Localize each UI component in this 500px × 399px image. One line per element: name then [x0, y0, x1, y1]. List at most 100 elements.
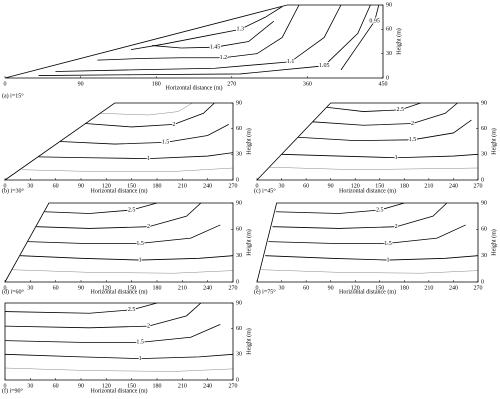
x-tick-label: 450: [379, 81, 388, 87]
x-tick-label: 180: [152, 81, 161, 87]
x-tick-label: 150: [375, 183, 384, 189]
x-tick-label: 0: [256, 285, 259, 291]
contour-line: [326, 103, 421, 112]
y-tick-label: 30: [236, 352, 242, 358]
x-tick-label: 120: [351, 183, 360, 189]
contour-line: [59, 124, 229, 145]
contour-label: 1.05: [319, 63, 330, 69]
x-tick-label: 240: [449, 285, 458, 291]
contour-line: [151, 20, 275, 49]
y-tick-label: 0: [236, 377, 239, 383]
contour-line: [265, 255, 478, 261]
x-tick-label: 210: [424, 183, 433, 189]
x-tick-label: 180: [400, 285, 409, 291]
panel: 1.451.31.21.11.050.950 90 180 270 360 4500306…: [2, 2, 402, 99]
x-tick-label: 210: [178, 285, 187, 291]
x-tick-label: 0: [4, 285, 7, 291]
x-tick-label: 0: [4, 81, 7, 87]
contour-label: 2: [147, 224, 150, 230]
x-tick-label: 270: [229, 383, 238, 389]
caption: (e) i=75°: [254, 288, 276, 295]
contour-line: [5, 303, 158, 314]
contour-label: 0.95: [369, 19, 380, 25]
y-axis-label: Height (m): [395, 28, 402, 55]
caption: (c) i=45°: [254, 187, 276, 194]
x-axis-label: Horizontal distance (m): [166, 84, 223, 91]
x-tick-label: 120: [102, 285, 111, 291]
panel: 11.522.50 30 60 90 120 150 180 210 240 2700306090…: [254, 100, 497, 194]
x-tick-label: 30: [27, 285, 33, 291]
contour-label: 1: [139, 257, 142, 263]
contour-label: 2.5: [128, 307, 136, 313]
contour-line: [275, 203, 405, 214]
y-tick-label: 30: [236, 253, 242, 259]
x-tick-label: 180: [153, 183, 162, 189]
contour-line: [11, 269, 233, 274]
x-tick-label: 60: [53, 383, 59, 389]
panel: 11.520 30 60 90 120 150 180 210 240 2700306090Hor…: [2, 100, 252, 194]
x-tick-label: 90: [78, 383, 84, 389]
contour-line: [130, 6, 283, 51]
contour-line: [272, 203, 448, 229]
x-axis-label: Horizontal distance (m): [91, 387, 148, 394]
contour-label: 2: [411, 121, 414, 127]
x-tick-label: 180: [153, 383, 162, 389]
x-tick-label: 120: [351, 285, 360, 291]
y-tick-label: 60: [236, 227, 242, 233]
contour-label: 2.5: [376, 207, 384, 213]
panel: 11.522.50 30 60 90 120 150 180 210 240 2700306090…: [2, 200, 252, 295]
y-tick-label: 60: [236, 126, 242, 132]
contour-line: [5, 353, 233, 360]
contour-line: [38, 5, 371, 76]
contour-line: [281, 153, 478, 159]
y-tick-label: 60: [386, 27, 392, 33]
caption: (d) i=60°: [2, 288, 25, 295]
contour-label: 2: [395, 224, 398, 230]
contour-line: [97, 103, 193, 116]
contour-line: [340, 5, 380, 71]
x-tick-label: 270: [227, 81, 236, 87]
x-tick-label: 60: [53, 183, 59, 189]
caption: (a) i=15°: [2, 92, 24, 99]
contour-line: [20, 255, 233, 261]
caption: (b) i=30°: [2, 187, 25, 194]
x-axis-label: Horizontal distance (m): [91, 187, 148, 194]
x-tick-label: 240: [449, 183, 458, 189]
contour-label: 1.5: [136, 241, 144, 247]
x-axis-label: Horizontal distance (m): [91, 288, 148, 295]
y-tick-label: 30: [481, 152, 487, 158]
x-tick-label: 30: [27, 183, 33, 189]
y-tick-label: 60: [481, 126, 487, 132]
y-tick-label: 90: [481, 200, 487, 206]
x-tick-label: 60: [53, 285, 59, 291]
contour-line: [5, 324, 221, 343]
x-tick-label: 150: [127, 383, 136, 389]
x-tick-label: 30: [279, 183, 285, 189]
contour-line: [269, 166, 478, 170]
contour-line: [268, 224, 466, 244]
y-tick-label: 0: [236, 177, 239, 183]
y-tick-label: 30: [386, 51, 392, 57]
x-tick-label: 270: [474, 183, 483, 189]
x-tick-label: 90: [78, 285, 84, 291]
x-tick-label: 270: [229, 285, 238, 291]
x-tick-label: 90: [328, 285, 334, 291]
y-tick-label: 60: [236, 326, 242, 332]
x-tick-label: 210: [178, 383, 187, 389]
y-axis-label: Height (m): [490, 229, 497, 256]
y-tick-label: 0: [481, 279, 484, 285]
panel: 11.522.50 30 60 90 120 150 180 210 240 2700306090…: [2, 300, 252, 394]
x-tick-label: 90: [328, 183, 334, 189]
x-tick-label: 270: [229, 183, 238, 189]
x-axis-label: Horizontal distance (m): [339, 187, 396, 194]
y-tick-label: 60: [481, 227, 487, 233]
contour-line: [261, 269, 478, 274]
x-tick-label: 90: [78, 81, 84, 87]
y-tick-label: 90: [236, 100, 242, 106]
y-tick-label: 30: [236, 152, 242, 158]
x-tick-label: 30: [27, 383, 33, 389]
contour-label: 1.2: [220, 55, 228, 61]
slope-outline: [3, 102, 234, 181]
contour-line: [97, 5, 300, 61]
